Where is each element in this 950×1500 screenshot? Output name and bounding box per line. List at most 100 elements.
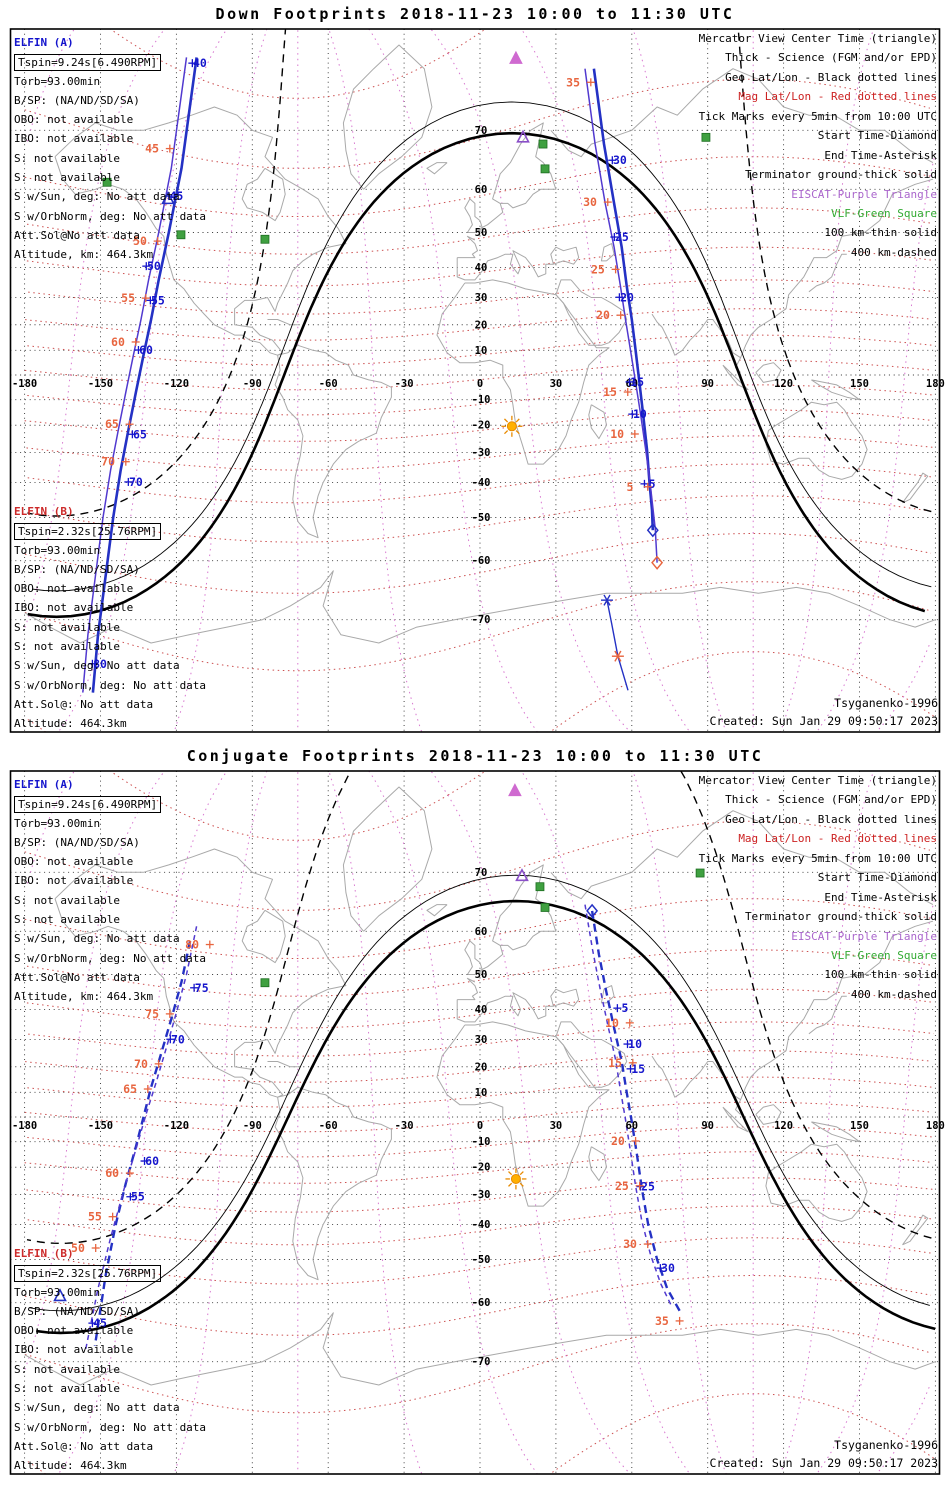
satellite-track	[93, 940, 192, 1347]
elfin-a-info-line: B/SP: (NA/ND/SD/SA)	[14, 835, 140, 849]
legend-line: Thick - Science (FGM and/or EPD)	[725, 793, 937, 807]
track-tick-label: 5	[622, 1001, 629, 1015]
track-tick-label: 65	[105, 417, 119, 431]
track-tick-label: 75	[195, 981, 209, 995]
track-tick-label: 25	[591, 262, 605, 276]
elfin-a-info-line: Att.Sol@No att data	[14, 970, 140, 984]
model-label: Tsyganenko-1996	[834, 696, 938, 710]
terminator-100km-line	[29, 874, 930, 1312]
elfin-a-tspin-row: Tspin=9.24s[6.490RPM]	[14, 794, 206, 813]
lon-tick-label: -120	[164, 1120, 189, 1132]
lat-tick-label: -70	[472, 614, 491, 626]
satellite-track	[82, 57, 188, 693]
track-tick-label: 65	[123, 1082, 137, 1096]
legend-line: Start Time-Diamond	[817, 129, 937, 143]
track-tick-label: 55	[121, 291, 135, 305]
lon-tick-label: -180	[12, 378, 37, 390]
end-asterisk-b-marker	[614, 650, 622, 662]
track-tick-label: 30	[623, 1237, 637, 1251]
track-tick-label: 80	[185, 938, 199, 952]
vlf-square-marker	[695, 868, 705, 878]
mag-lat-lines	[24, 29, 935, 732]
track-tick-label: 60	[139, 343, 153, 357]
lat-tick-label: 60	[475, 184, 488, 196]
lat-tick-label: 30	[475, 292, 488, 304]
map-layers	[10, 29, 940, 732]
lon-tick-label: 30	[550, 378, 563, 390]
down-footprints-panel: -180 -150 -120 -90 -60 -30 0 30 60 90 120 150 180 70 6…	[0, 0, 950, 742]
center-time-triangle-marker	[508, 783, 522, 797]
elfin-a-info-line: S: not available	[14, 151, 120, 165]
elfin-a-header: ELFIN (A)	[14, 36, 74, 49]
lat-tick-label: -10	[472, 394, 491, 406]
lat-tick-label: -40	[472, 1219, 491, 1231]
lon-tick-label: 0	[477, 378, 483, 390]
start-diamond-b-marker	[651, 555, 664, 570]
vlf-square-marker	[701, 132, 711, 142]
elfin-b-info-line: Torb=93.00min	[14, 543, 101, 557]
track-tick-label: 15	[631, 1062, 645, 1076]
track-tick-label: 20	[620, 290, 634, 304]
lat-tick-label: -20	[472, 420, 491, 432]
legend-line: VLF-Green Square	[831, 206, 937, 220]
lon-tick-label: 150	[850, 1120, 869, 1132]
lon-tick-label: -90	[243, 1120, 262, 1132]
elfin-a-info-line: S: not available	[14, 171, 120, 185]
elfin-a-info-line: Torb=93.00min	[14, 74, 101, 88]
elfin-b-info-line: OBO: not available	[14, 1324, 134, 1338]
lon-tick-label: 90	[701, 378, 714, 390]
elfin-a-info-line: Torb=93.00min	[14, 816, 101, 830]
track-tick-label: 15	[630, 375, 644, 389]
lon-tick-label: 30	[550, 1120, 563, 1132]
elfin-a-info-line: S w/OrbNorm, deg: No att data	[14, 951, 207, 965]
panel-border	[9, 770, 941, 1475]
lat-tick-label: 20	[475, 1061, 488, 1073]
track-tick-label: 65	[133, 427, 147, 441]
track-tick-label: 45	[93, 1316, 107, 1330]
satellite-track	[584, 904, 673, 1309]
legend-line: EISCAT-Purple Triangle	[791, 929, 937, 943]
lat-tick-label: 70	[475, 125, 488, 137]
panel-border	[9, 28, 941, 733]
legend-line: 400 km-dashed	[850, 245, 937, 259]
legend-line: End Time-Asterisk	[824, 890, 937, 904]
lat-tick-label: -10	[472, 1136, 491, 1148]
elfin-b-info-line: S: not available	[14, 620, 120, 634]
track-tick-label: 70	[171, 1032, 185, 1046]
elfin-a-info-line: OBO: not available	[14, 855, 134, 869]
track-tick-label: 50	[71, 1241, 85, 1255]
elfin-a-info-line: S w/Sun, deg: No att data	[14, 932, 180, 946]
elfin-b-tspin: Tspin=2.32s[25.76RPM]	[14, 1264, 162, 1282]
elfin-a-info-line: S: not available	[14, 893, 120, 907]
track-tick-label: 55	[88, 1210, 102, 1224]
elfin-b-info-line: IBO: not available	[14, 601, 134, 615]
elfin-a-info-line: Att.Sol@No att data	[14, 228, 140, 242]
lat-tick-label: 60	[475, 926, 488, 938]
lat-tick-label: 50	[475, 227, 488, 239]
sun-icon	[505, 1168, 527, 1190]
track-tick-label: 15	[608, 1056, 622, 1070]
elfin-b-info-line: S w/OrbNorm, deg: No att data	[14, 1420, 207, 1434]
lon-tick-label: -150	[88, 1120, 113, 1132]
terminator-400km-line	[27, 29, 932, 517]
lon-tick-label: 180	[926, 378, 945, 390]
lat-tick-label: -70	[472, 1356, 491, 1368]
markers	[53, 783, 705, 1302]
legend-line: Tick Marks every 5min from 10:00 UTC	[698, 851, 937, 865]
elfin-b-info-line: Altitude: 464.3km	[14, 1459, 127, 1473]
elfin-b-info-line: Torb=93.00min	[14, 1285, 101, 1299]
lat-tick-label: 20	[475, 319, 488, 331]
track-tick-label: 50	[133, 234, 147, 248]
vlf-square-marker	[260, 978, 270, 988]
legend-line: 100 km-thin solid	[824, 968, 937, 982]
legend-line: Mag Lat/Lon - Red dotted lines	[738, 832, 937, 846]
conjugate-footprints-map: -180 -150 -120 -90 -60 -30 0 30 60 90 120 150 180 70 6…	[9, 770, 945, 1475]
lon-tick-label: -150	[88, 378, 113, 390]
vlf-square-marker	[176, 230, 186, 240]
elfin-b-tspin: Tspin=2.32s[25.76RPM]	[14, 522, 162, 540]
track-tick-label: 25	[641, 1180, 655, 1194]
start-diamond-a-marker	[586, 903, 599, 919]
end-asterisk-a-marker	[603, 594, 611, 606]
track-tick-label: 50	[147, 259, 161, 273]
vlf-square-marker	[540, 903, 550, 912]
